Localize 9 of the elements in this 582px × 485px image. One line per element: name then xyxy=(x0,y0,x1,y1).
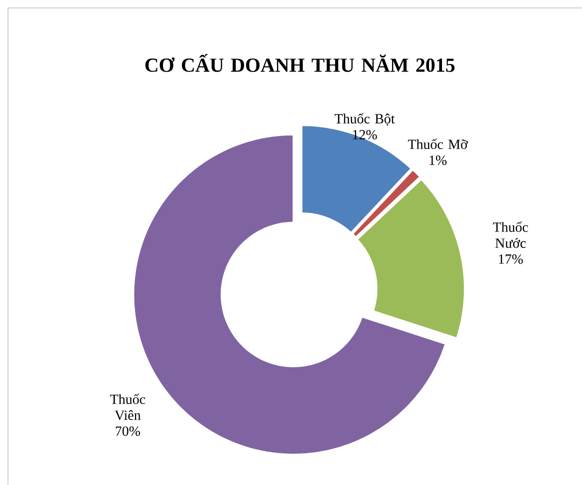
data-label: 12% xyxy=(353,130,377,140)
slice-label: Thuốc Mỡ xyxy=(408,138,468,150)
slice-label: Thuốc Viên xyxy=(110,394,146,420)
data-label: 1% xyxy=(430,156,447,166)
slice-label: Thuốc Bột xyxy=(334,113,395,126)
chart-title: CƠ CẤU DOANH THU NĂM 2015 xyxy=(145,54,455,72)
slice-label: Thuốc Nước xyxy=(492,222,528,248)
data-label: 70% xyxy=(116,426,140,436)
data-label: 17% xyxy=(498,254,523,264)
